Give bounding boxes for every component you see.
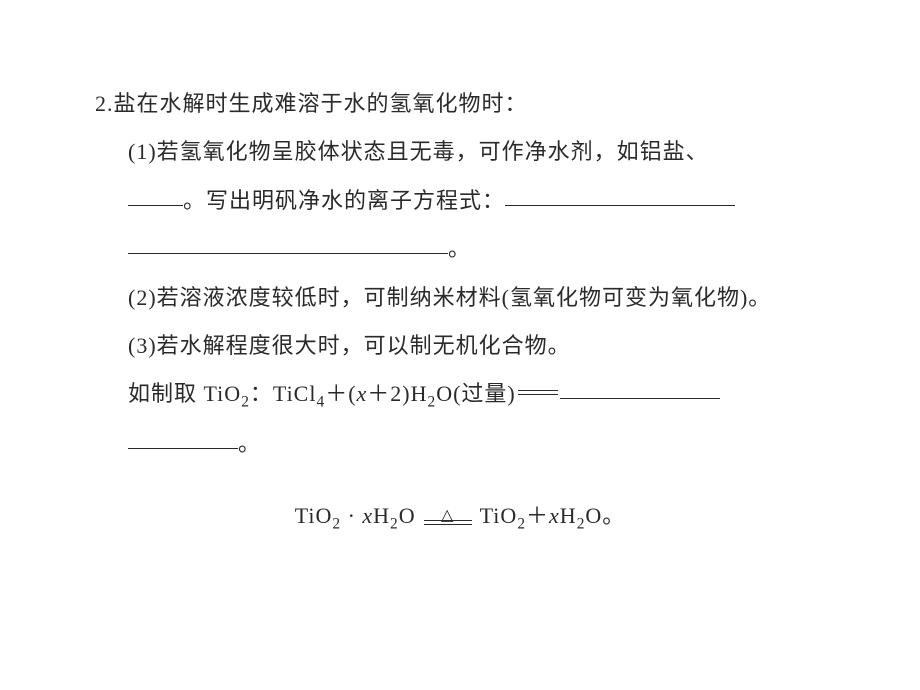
equilibrium-arrow	[518, 390, 558, 395]
part-3: (3)若水解程度很大时，可以制无机化合物。	[95, 322, 825, 370]
f-h2o: H	[373, 503, 390, 528]
plus2: ＋2)H	[367, 381, 427, 406]
part-3-label: (3)	[128, 333, 157, 358]
r-tio2: TiO	[480, 503, 518, 528]
colon: ：	[250, 381, 273, 406]
blank-3	[128, 230, 448, 254]
part-1-label: (1)	[128, 139, 157, 164]
stem-text: 盐在水解时生成难溶于水的氢氧化物时：	[114, 91, 528, 116]
r-h2o: H	[560, 503, 577, 528]
part-2-label: (2)	[128, 285, 157, 310]
part-1-text-c: 。	[448, 236, 471, 261]
question-number: 2.	[95, 91, 114, 116]
sub-2b: 2	[428, 394, 437, 411]
lhs: TiO2 · xH2O	[295, 492, 416, 541]
f-sub2: 2	[332, 515, 341, 532]
part-3-line2: 如制取 TiO2：TiCl4＋(x＋2)H2O(过量)	[95, 370, 825, 419]
part-3-line3: 。	[95, 420, 825, 468]
blank-4	[560, 375, 720, 399]
o-excess: O(过量)	[436, 381, 516, 406]
document-page: 2.盐在水解时生成难溶于水的氢氧化物时： (1)若氢氧化物呈胶体状态且无毒，可作…	[0, 0, 920, 571]
part-2-text: 若溶液浓度较低时，可制纳米材料(氢氧化物可变为氧化物)。	[157, 285, 772, 310]
sub-4: 4	[316, 394, 325, 411]
blank-2	[505, 182, 735, 206]
tio2: TiO	[204, 381, 242, 406]
part-1-line3: 。	[95, 225, 825, 273]
arrow-line	[424, 520, 472, 525]
f-x: x	[362, 503, 373, 528]
prep-pre: 如制取	[128, 381, 204, 406]
blank-1	[128, 182, 183, 206]
blank-5	[128, 425, 238, 449]
sub-2: 2	[241, 394, 250, 411]
period: 。	[238, 431, 261, 456]
rhs: TiO2＋xH2O。	[480, 492, 626, 541]
r-plus: ＋	[526, 503, 549, 528]
formula-line: TiO2 · xH2O △ TiO2＋xH2O。	[95, 492, 825, 541]
var-x: x	[357, 381, 368, 406]
f-dot: ·	[348, 503, 356, 528]
f-o: O	[399, 503, 416, 528]
f-tio2: TiO	[295, 503, 333, 528]
part-1: (1)若氢氧化物呈胶体状态且无毒，可作净水剂，如铝盐、	[95, 128, 825, 176]
r-sub2: 2	[517, 515, 526, 532]
question-stem: 2.盐在水解时生成难溶于水的氢氧化物时：	[95, 80, 825, 128]
f-end: 。	[602, 503, 625, 528]
r-o: O	[585, 503, 602, 528]
reaction-equation: TiO2 · xH2O △ TiO2＋xH2O。	[295, 492, 626, 541]
plus: ＋(	[325, 381, 356, 406]
f-sub2b: 2	[390, 515, 399, 532]
reaction-arrow: △	[424, 508, 472, 525]
part-2: (2)若溶液浓度较低时，可制纳米材料(氢氧化物可变为氧化物)。	[95, 274, 825, 322]
part-1-line2: 。写出明矾净水的离子方程式：	[95, 177, 825, 225]
part-1-text-b: 。写出明矾净水的离子方程式：	[183, 188, 505, 213]
r-x: x	[549, 503, 560, 528]
part-1-text-a: 若氢氧化物呈胶体状态且无毒，可作净水剂，如铝盐、	[157, 139, 709, 164]
part-3-text-a: 若水解程度很大时，可以制无机化合物。	[157, 333, 571, 358]
ticl4: TiCl	[273, 381, 317, 406]
